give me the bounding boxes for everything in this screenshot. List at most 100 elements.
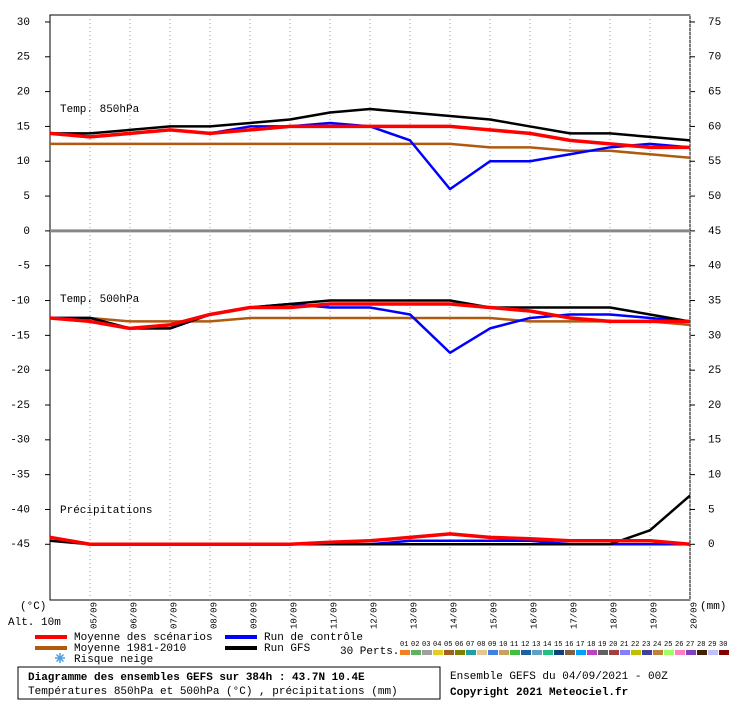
perturbation-swatch xyxy=(664,650,674,655)
perturbation-id: 06 xyxy=(455,641,463,649)
perturbation-id: 17 xyxy=(576,641,584,649)
y2-tick-label: 65 xyxy=(708,87,721,99)
perturbation-id: 16 xyxy=(565,641,573,649)
y2-axis-label: (mm) xyxy=(700,601,726,613)
y2-tick-label: 15 xyxy=(708,435,721,447)
y-tick-label: -40 xyxy=(10,504,30,516)
perturbation-swatch xyxy=(532,650,542,655)
perturbation-id: 20 xyxy=(609,641,617,649)
perturbation-id: 22 xyxy=(631,641,639,649)
perturbation-id: 29 xyxy=(708,641,716,649)
perturbation-id: 05 xyxy=(444,641,452,649)
series-line xyxy=(50,316,691,327)
perturbation-swatch xyxy=(543,650,553,655)
perturbation-swatch xyxy=(510,650,520,655)
legend-label: Run GFS xyxy=(264,643,311,655)
perturbation-swatch xyxy=(444,650,454,655)
y2-tick-label: 5 xyxy=(708,504,715,516)
perturbation-swatch xyxy=(455,650,465,655)
perturbation-swatch xyxy=(576,650,586,655)
copyright: Copyright 2021 Meteociel.fr xyxy=(450,687,628,699)
y-tick-label: 0 xyxy=(23,226,30,238)
series-line xyxy=(49,532,691,547)
perturbation-swatch xyxy=(653,650,663,655)
perturbation-id: 08 xyxy=(477,641,485,649)
perturbation-id: 01 xyxy=(400,641,408,649)
perturbation-id: 27 xyxy=(686,641,694,649)
perturbation-swatch xyxy=(521,650,531,655)
perturbation-id: 18 xyxy=(587,641,595,649)
y2-tick-label: 10 xyxy=(708,470,721,482)
snow-icon xyxy=(55,653,65,663)
y-tick-label: -10 xyxy=(10,295,30,307)
x-tick-label: 14/09 xyxy=(449,602,459,629)
perturbation-id: 03 xyxy=(422,641,430,649)
perturbation-swatch xyxy=(675,650,685,655)
perturbation-id: 23 xyxy=(642,641,650,649)
perturbation-swatch xyxy=(422,650,432,655)
snow-label: Risque neige xyxy=(74,654,153,666)
y2-tick-label: 70 xyxy=(708,52,721,64)
perturbation-swatch xyxy=(708,650,718,655)
y2-tick-label: 35 xyxy=(708,295,721,307)
y-tick-label: -25 xyxy=(10,400,30,412)
perturbation-id: 28 xyxy=(697,641,705,649)
y-tick-label: 5 xyxy=(23,191,30,203)
panel-label-500: Temp. 500hPa xyxy=(60,294,140,306)
perturbation-id: 21 xyxy=(620,641,628,649)
y2-tick-label: 50 xyxy=(708,191,721,203)
x-tick-label: 12/09 xyxy=(369,602,379,629)
series-line xyxy=(49,124,690,150)
y-tick-label: -5 xyxy=(17,261,30,273)
chart-subtitle: Températures 850hPa et 500hPa (°C) , pré… xyxy=(28,686,398,698)
perturbation-swatch xyxy=(631,650,641,655)
chart-title: Diagramme des ensembles GEFS sur 384h : … xyxy=(28,672,365,684)
y-tick-label: -45 xyxy=(10,539,30,551)
panel-label-precip: Précipitations xyxy=(60,505,152,517)
y2-tick-label: 40 xyxy=(708,261,721,273)
perturbation-swatch xyxy=(499,650,509,655)
perturbation-id: 09 xyxy=(488,641,496,649)
perturbation-swatch xyxy=(466,650,476,655)
x-tick-label: 11/09 xyxy=(329,602,339,629)
perturbation-swatch xyxy=(477,650,487,655)
y2-tick-label: 45 xyxy=(708,226,721,238)
y2-tick-label: 0 xyxy=(708,539,715,551)
perturbation-swatch xyxy=(686,650,696,655)
x-tick-label: 08/09 xyxy=(209,602,219,629)
x-tick-label: 20/09 xyxy=(689,602,699,629)
y-axis-label: (°C) xyxy=(20,601,46,613)
perturbation-label: 30 Perts. xyxy=(340,646,399,658)
perturbation-swatch xyxy=(411,650,421,655)
perturbation-swatch xyxy=(642,650,652,655)
y-tick-label: 20 xyxy=(17,87,30,99)
y2-tick-label: 75 xyxy=(708,17,721,29)
perturbation-id: 11 xyxy=(510,641,518,649)
series-line xyxy=(50,299,691,330)
perturbation-id: 14 xyxy=(543,641,551,649)
perturbation-id: 13 xyxy=(532,641,540,649)
perturbation-id: 19 xyxy=(598,641,606,649)
x-tick-label: 06/09 xyxy=(129,602,139,629)
perturbation-id: 15 xyxy=(554,641,562,649)
perturbation-id: 02 xyxy=(411,641,419,649)
perturbation-id: 24 xyxy=(653,641,661,649)
perturbation-swatch xyxy=(488,650,498,655)
series-line xyxy=(50,107,691,142)
x-tick-label: 13/09 xyxy=(409,602,419,629)
y2-tick-label: 20 xyxy=(708,400,721,412)
y2-tick-label: 55 xyxy=(708,156,721,168)
y2-tick-label: 60 xyxy=(708,121,721,133)
perturbation-id: 30 xyxy=(719,641,727,649)
x-tick-label: 18/09 xyxy=(609,602,619,629)
panel-label-850: Temp. 850hPa xyxy=(60,104,140,116)
title-box xyxy=(17,666,441,700)
perturbation-swatch xyxy=(697,650,707,655)
y-tick-label: -35 xyxy=(10,470,30,482)
perturbation-id: 04 xyxy=(433,641,441,649)
perturbation-swatch xyxy=(565,650,575,655)
perturbation-swatch xyxy=(609,650,619,655)
x-tick-label: 10/09 xyxy=(289,602,299,629)
y-tick-label: 10 xyxy=(17,156,30,168)
legend-label: Moyenne des scénarios xyxy=(74,632,213,644)
